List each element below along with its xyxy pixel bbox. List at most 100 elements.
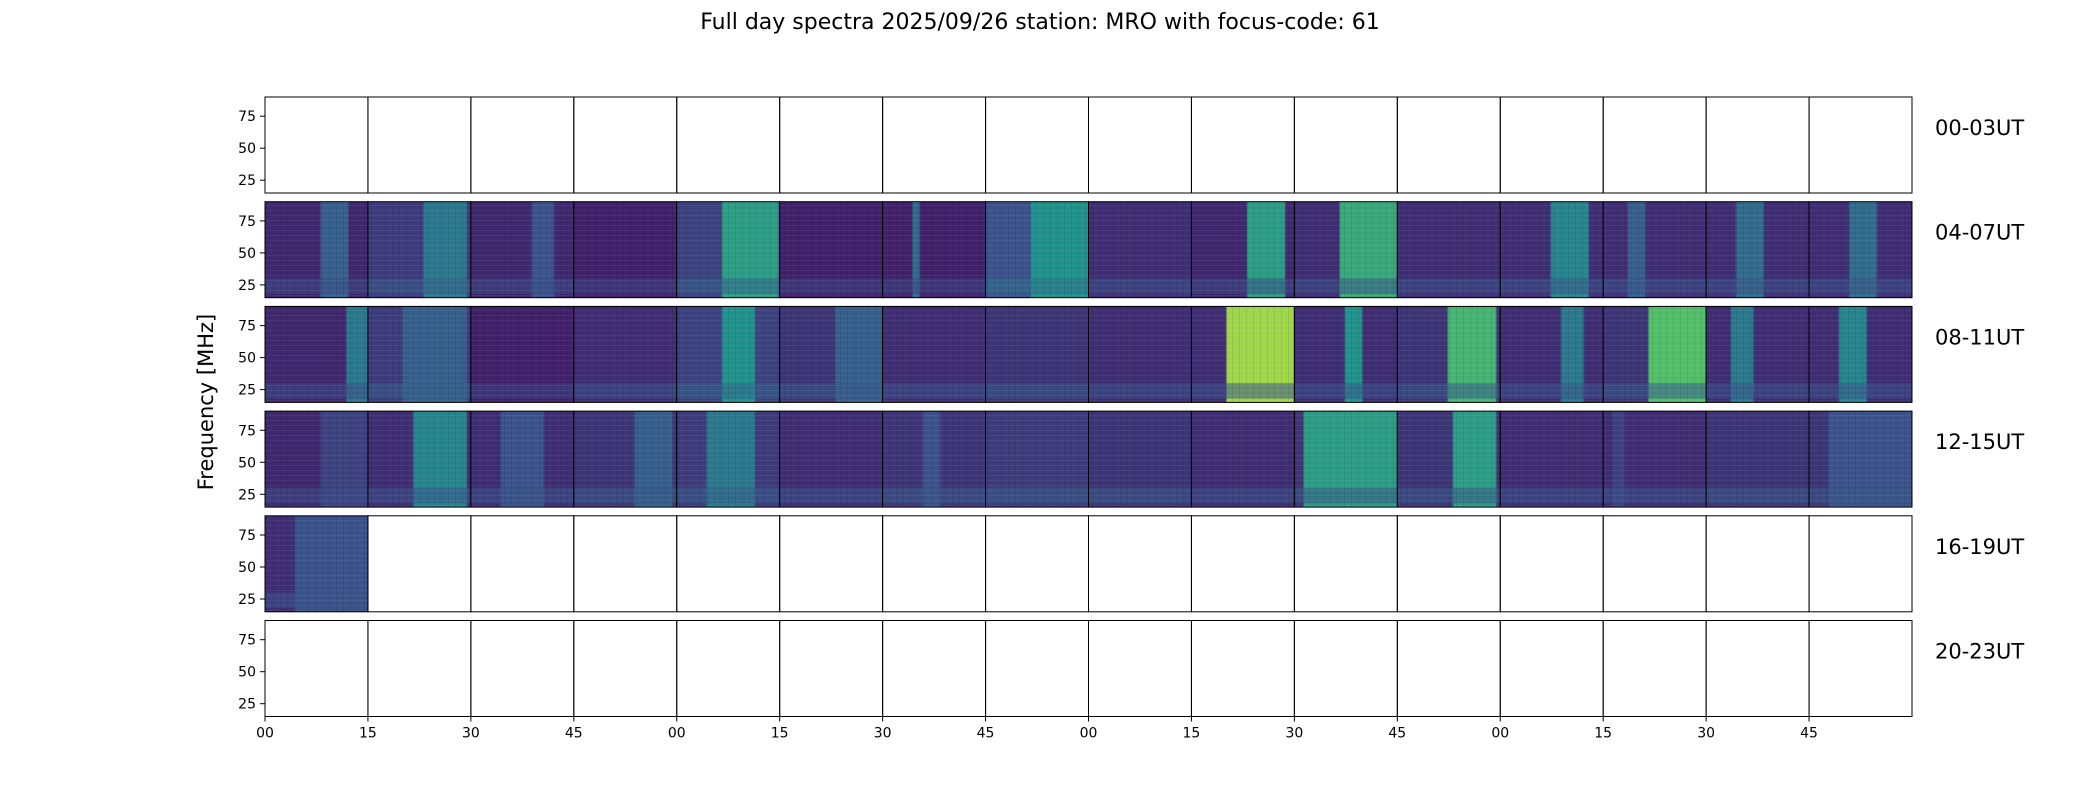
panel-frame: [1808, 305, 1913, 403]
spectrum-panel: [1396, 305, 1501, 403]
spectrum-panel: [985, 201, 1089, 299]
panel-frame: [367, 96, 472, 194]
time-texture: [573, 306, 677, 403]
time-texture: [265, 201, 368, 298]
panel-frame: [1396, 96, 1501, 194]
empty-panel: [1190, 96, 1295, 194]
spectrum-panel: [470, 305, 575, 403]
panel-frame: [573, 96, 678, 194]
panel-frame: [470, 96, 575, 194]
time-texture: [265, 306, 368, 403]
y-axis-label: Frequency [MHz]: [194, 314, 218, 490]
empty-panel: [1190, 515, 1295, 613]
empty-panel: [470, 515, 575, 613]
x-tick-label: 15: [1183, 726, 1201, 742]
x-tick-label: 30: [874, 726, 892, 742]
y-tick-label: 50: [238, 351, 256, 367]
spectrum-panel: [1705, 201, 1810, 299]
empty-panel: [882, 515, 987, 613]
panel-frame: [985, 96, 1089, 194]
panel-frame: [1808, 96, 1913, 194]
spectra-row: 25 50 75 12-15UT: [238, 410, 2024, 508]
spectrum-panel: [676, 201, 781, 299]
empty-panel: [676, 515, 781, 613]
y-tick-label: 50: [238, 665, 256, 681]
empty-panel: [882, 620, 987, 717]
panel-frame: [985, 515, 1089, 613]
empty-panel: [573, 515, 678, 613]
spectrum-panel: [882, 410, 987, 508]
panel-frame: [1705, 620, 1810, 717]
spectrum-panel: [676, 410, 781, 508]
spectrum-panel: [1602, 410, 1707, 508]
panel-frame: [1088, 96, 1192, 194]
panel-frame: [1499, 515, 1604, 613]
row-time-label: 12-15UT: [1935, 430, 2024, 454]
panel-frame: [1293, 515, 1398, 613]
spectrum-panel: [573, 201, 678, 299]
panel-frame: [1396, 515, 1501, 613]
empty-panel: [779, 96, 884, 194]
empty-panel: [1088, 96, 1192, 194]
time-texture: [676, 306, 780, 403]
x-tick-label: 15: [771, 726, 789, 742]
x-tick-label: 45: [565, 726, 583, 742]
empty-panel: [264, 96, 369, 194]
x-tick-label: 00: [256, 726, 274, 742]
empty-panel: [1088, 620, 1192, 717]
spectrum-panel: [985, 410, 1089, 508]
y-tick-label: 50: [238, 560, 256, 576]
spectrum-panel: [1190, 305, 1295, 403]
spectrum-panel: [779, 410, 884, 508]
row-time-label: 04-07UT: [1935, 221, 2024, 245]
spectra-row: 25 50 75 16-19UT: [238, 515, 2024, 613]
panel-frame: [1808, 515, 1913, 613]
empty-panel: [264, 620, 369, 717]
panel-frame: [1808, 201, 1913, 299]
spectra-row: 25 50 75 00-03UT: [238, 96, 2024, 194]
panel-frame: [367, 620, 472, 717]
empty-panel: [1499, 96, 1604, 194]
panel-frame: [676, 620, 781, 717]
y-tick-label: 75: [238, 423, 256, 439]
empty-panel: [367, 620, 472, 717]
row-time-label: 16-19UT: [1935, 535, 2024, 559]
time-texture: [1809, 306, 1912, 403]
spectrum-panel: [1499, 410, 1604, 508]
time-texture: [1603, 411, 1707, 508]
spectrum-panel: [1499, 305, 1604, 403]
spectrum-panel: [1088, 201, 1192, 299]
panel-frame: [779, 620, 884, 717]
panel-frame: [1396, 620, 1501, 717]
time-texture: [1397, 306, 1501, 403]
empty-panel: [779, 515, 884, 613]
spectrum-panel: [882, 305, 987, 403]
time-texture: [1191, 201, 1295, 298]
y-tick-label: 25: [238, 697, 256, 713]
panel-frame: [1499, 96, 1604, 194]
row-time-label: 00-03UT: [1935, 116, 2024, 140]
panel-frame: [1705, 515, 1810, 613]
time-texture: [367, 306, 471, 403]
panel-frame: [264, 620, 369, 717]
panel-frame: [1190, 96, 1295, 194]
spectrum-panel: [985, 305, 1089, 403]
spectrum-panel: [1293, 305, 1398, 403]
x-tick-label: 45: [1388, 726, 1406, 742]
time-texture: [882, 306, 986, 403]
panel-frame: [1293, 620, 1398, 717]
time-texture: [985, 306, 1089, 403]
time-texture: [367, 411, 471, 508]
panel-frame: [573, 515, 678, 613]
empty-panel: [985, 620, 1089, 717]
time-texture: [1191, 411, 1295, 508]
spectra-row: 25 50 75 08-11UT: [238, 305, 2024, 403]
time-texture: [985, 411, 1089, 508]
panel-frame: [1808, 620, 1913, 717]
panel-frame: [1705, 96, 1810, 194]
spectrum-panel: [1808, 305, 1913, 403]
spectrum-panel: [264, 515, 369, 613]
empty-panel: [779, 620, 884, 717]
time-texture: [1088, 306, 1192, 403]
